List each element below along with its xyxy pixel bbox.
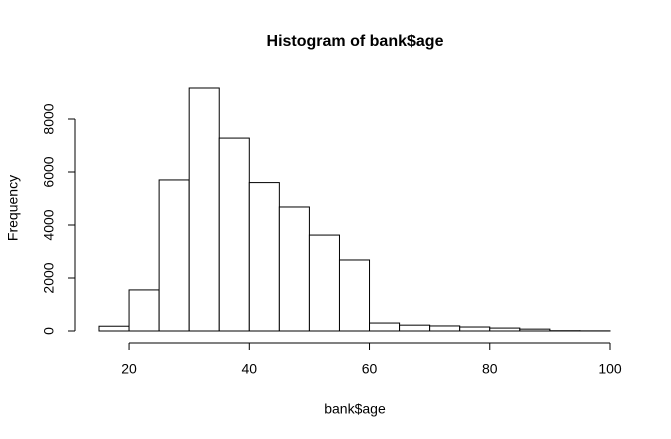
- bar: [489, 327, 521, 332]
- bar: [188, 87, 220, 332]
- bar: [128, 289, 160, 332]
- bar: [98, 325, 130, 332]
- bar: [218, 137, 250, 332]
- x-axis-label: bank$age: [324, 401, 386, 417]
- x-tick-label: 80: [482, 361, 498, 377]
- bar: [158, 179, 190, 332]
- y-tick-label: 4000: [41, 209, 57, 240]
- x-tick-label: 20: [121, 361, 137, 377]
- y-tick-label: 6000: [41, 156, 57, 187]
- x-tick-label: 40: [242, 361, 258, 377]
- bar: [399, 324, 431, 332]
- bar: [338, 259, 371, 332]
- y-axis-label: Frequency: [5, 175, 21, 241]
- y-tick-label: 8000: [41, 103, 57, 134]
- bar: [248, 182, 280, 332]
- bar: [369, 322, 401, 332]
- bar: [278, 206, 310, 332]
- bar: [459, 326, 491, 332]
- x-tick-label: 100: [598, 361, 622, 377]
- bar: [429, 325, 461, 332]
- y-tick-label: 2000: [41, 262, 57, 293]
- bar: [308, 234, 340, 332]
- x-tick-label: 60: [362, 361, 378, 377]
- chart-title: Histogram of bank$age: [267, 33, 444, 50]
- bar: [519, 328, 551, 332]
- y-tick-label: 0: [41, 327, 57, 335]
